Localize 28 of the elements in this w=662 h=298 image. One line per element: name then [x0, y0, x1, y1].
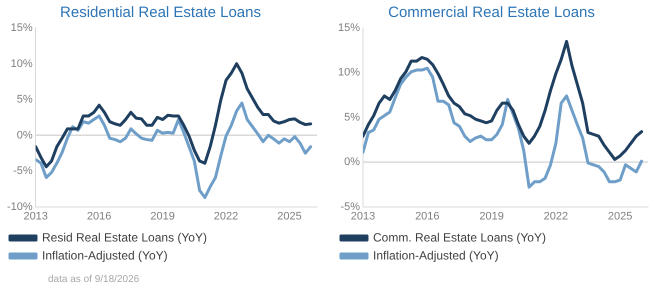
x-tick-label: 2022 [214, 210, 238, 222]
legend-label: Inflation-Adjusted (YoY) [42, 248, 168, 262]
y-tick-label: 0% [344, 156, 360, 168]
x-tick-label: 2025 [608, 210, 632, 222]
y-tick-label: -5% [340, 200, 360, 213]
y-tick-label: 15% [10, 22, 33, 34]
y-tick-label: -10% [6, 200, 33, 213]
x-tick-label: 2013 [350, 210, 376, 222]
y-tick-label: -5% [13, 165, 33, 178]
x-tick-label: 2016 [86, 210, 112, 222]
y-tick-label: 5% [344, 111, 360, 124]
x-tick-label: 2019 [479, 210, 504, 222]
x-tick-label: 2025 [277, 210, 302, 222]
x-tick-label: 2019 [150, 210, 175, 222]
y-tick-label: 5% [16, 94, 33, 106]
chart-title: Residential Real Estate Loans [60, 4, 261, 22]
x-tick-label: 2022 [544, 210, 568, 222]
y-tick-label: 10% [338, 66, 360, 79]
legend-label: Inflation-Adjusted (YoY) [373, 248, 499, 262]
chart-title: Commercial Real Estate Loans [388, 4, 595, 22]
legend-label: Comm. Real Estate Loans (YoY) [373, 230, 546, 244]
legend-label: Resid Real Estate Loans (YoY) [42, 230, 207, 244]
text: data as of 9/18/2026 [48, 274, 140, 285]
x-tick-label: 2013 [23, 210, 48, 222]
y-tick-label: 10% [10, 58, 33, 70]
y-tick-label: 15% [338, 22, 360, 34]
x-tick-label: 2016 [415, 210, 440, 222]
y-tick-label: 0% [16, 129, 33, 142]
